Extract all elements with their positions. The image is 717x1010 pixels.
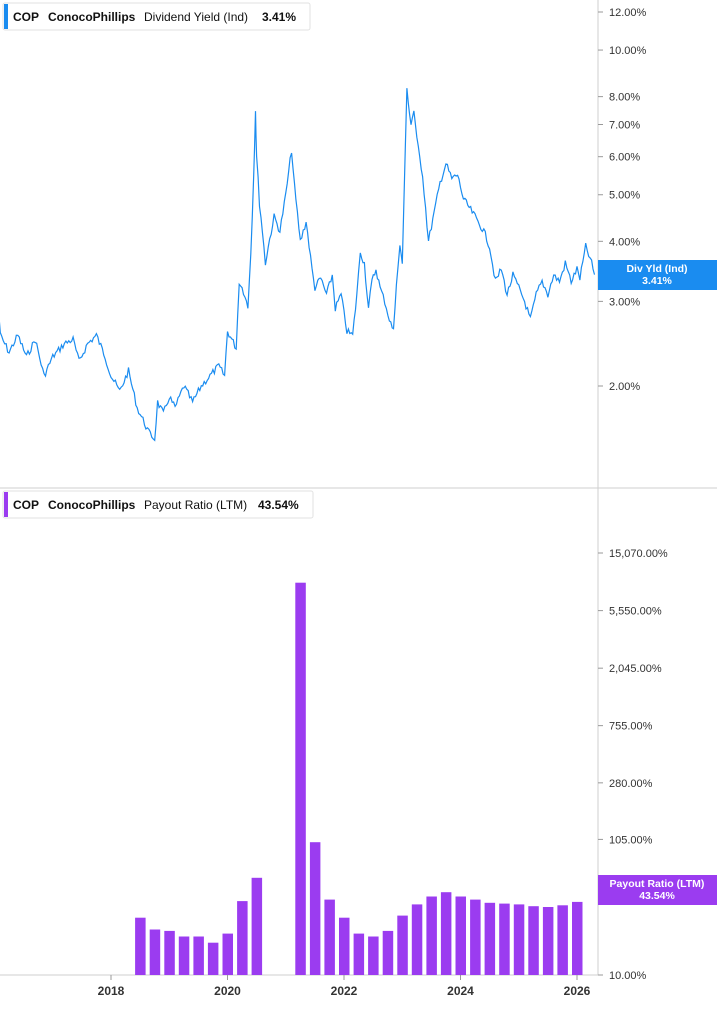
bottom-tick-label-0: 15,070.00% [609,548,668,560]
payout-bar-9 [295,582,306,975]
payout-bar-8 [251,877,263,975]
bottom-tick-label-5: 105.00% [609,834,653,846]
payout-bar-4 [193,936,204,975]
payout-bar-14 [368,936,379,975]
top-legend: COP ConocoPhillips Dividend Yield (Ind) … [2,2,311,31]
payout-bar-10 [309,842,321,975]
top-value-tag: Div Yld (Ind) 3.41% [598,260,717,290]
x-tick-label-1: 2020 [214,984,241,998]
x-tick-label-4: 2026 [564,984,591,998]
top-legend-value: 3.41% [262,10,296,24]
x-tick-label-3: 2024 [447,984,474,998]
bottom-tag-label: Payout Ratio (LTM) [610,878,705,890]
payout-bar-1 [149,929,161,975]
payout-bar-27 [557,905,568,975]
payout-bar-2 [164,930,175,975]
bottom-value-tag: Payout Ratio (LTM) 43.54% [598,875,717,905]
bottom-legend-symbol: COP [13,498,39,512]
payout-bar-18 [426,896,437,975]
payout-bar-6 [222,933,233,975]
payout-bar-11 [324,899,335,975]
top-tick-label-4: 6.00% [609,152,640,164]
top-tag-label: Div Yld (Ind) [626,263,687,275]
dividend-yield-line [0,88,596,442]
bottom-tick-label-6: 10.00% [609,970,647,982]
bottom-tick-label-2: 2,045.00% [609,663,662,675]
payout-bar-21 [470,899,481,975]
payout-bar-13 [353,933,365,975]
payout-bar-24 [513,904,525,975]
payout-bar-0 [135,917,146,975]
bottom-y-axis: 15,070.00% 5,550.00% 2,045.00% 755.00% 280.0… [598,548,668,982]
bottom-tick-label-3: 755.00% [609,721,653,733]
bottom-tick-label-1: 5,550.00% [609,606,662,618]
top-tick-label-1: 10.00% [609,45,647,57]
bottom-tag-value: 43.54% [639,890,675,902]
payout-bar-26 [542,907,554,975]
top-tick-label-3: 7.00% [609,120,640,132]
top-tick-label-6: 4.00% [609,236,640,248]
payout-bar-3 [178,936,190,975]
top-tick-label-8: 2.00% [609,381,640,393]
top-legend-metric: Dividend Yield (Ind) [144,10,248,24]
payout-bar-25 [528,906,539,975]
top-legend-swatch [4,4,8,29]
x-tick-label-0: 2018 [98,984,125,998]
bottom-legend: COP ConocoPhillips Payout Ratio (LTM) 43… [2,490,314,519]
payout-bars [135,582,583,975]
payout-bar-19 [440,892,452,975]
bottom-tick-label-4: 280.00% [609,778,653,790]
payout-bar-23 [499,903,510,975]
payout-bar-28 [572,901,583,975]
top-legend-company: ConocoPhillips [48,10,136,24]
top-y-axis: 12.00% 10.00% 8.00% 7.00% 6.00% 5.00% 4.00% 3.0… [598,7,647,393]
payout-bar-12 [339,917,350,975]
top-tick-label-2: 8.00% [609,92,640,104]
bottom-legend-swatch [4,492,8,517]
payout-bar-5 [207,942,219,975]
bottom-legend-company: ConocoPhillips [48,498,136,512]
payout-bar-7 [237,901,248,975]
top-tick-label-0: 12.00% [609,7,647,19]
top-legend-symbol: COP [13,10,39,24]
bottom-tag-background [598,875,717,905]
payout-bar-22 [484,902,496,975]
payout-bar-20 [455,896,466,975]
x-axis: 2018 2020 2022 2024 2026 [98,975,591,998]
top-tick-label-7: 3.00% [609,296,640,308]
top-tick-label-5: 5.00% [609,190,640,202]
top-tag-background [598,260,717,290]
payout-bar-16 [397,915,408,975]
payout-bar-17 [411,904,423,975]
payout-bar-15 [382,930,394,975]
bottom-legend-value: 43.54% [258,498,299,512]
bottom-legend-metric: Payout Ratio (LTM) [144,498,247,512]
top-tag-value: 3.41% [642,275,672,287]
x-tick-label-2: 2022 [331,984,358,998]
